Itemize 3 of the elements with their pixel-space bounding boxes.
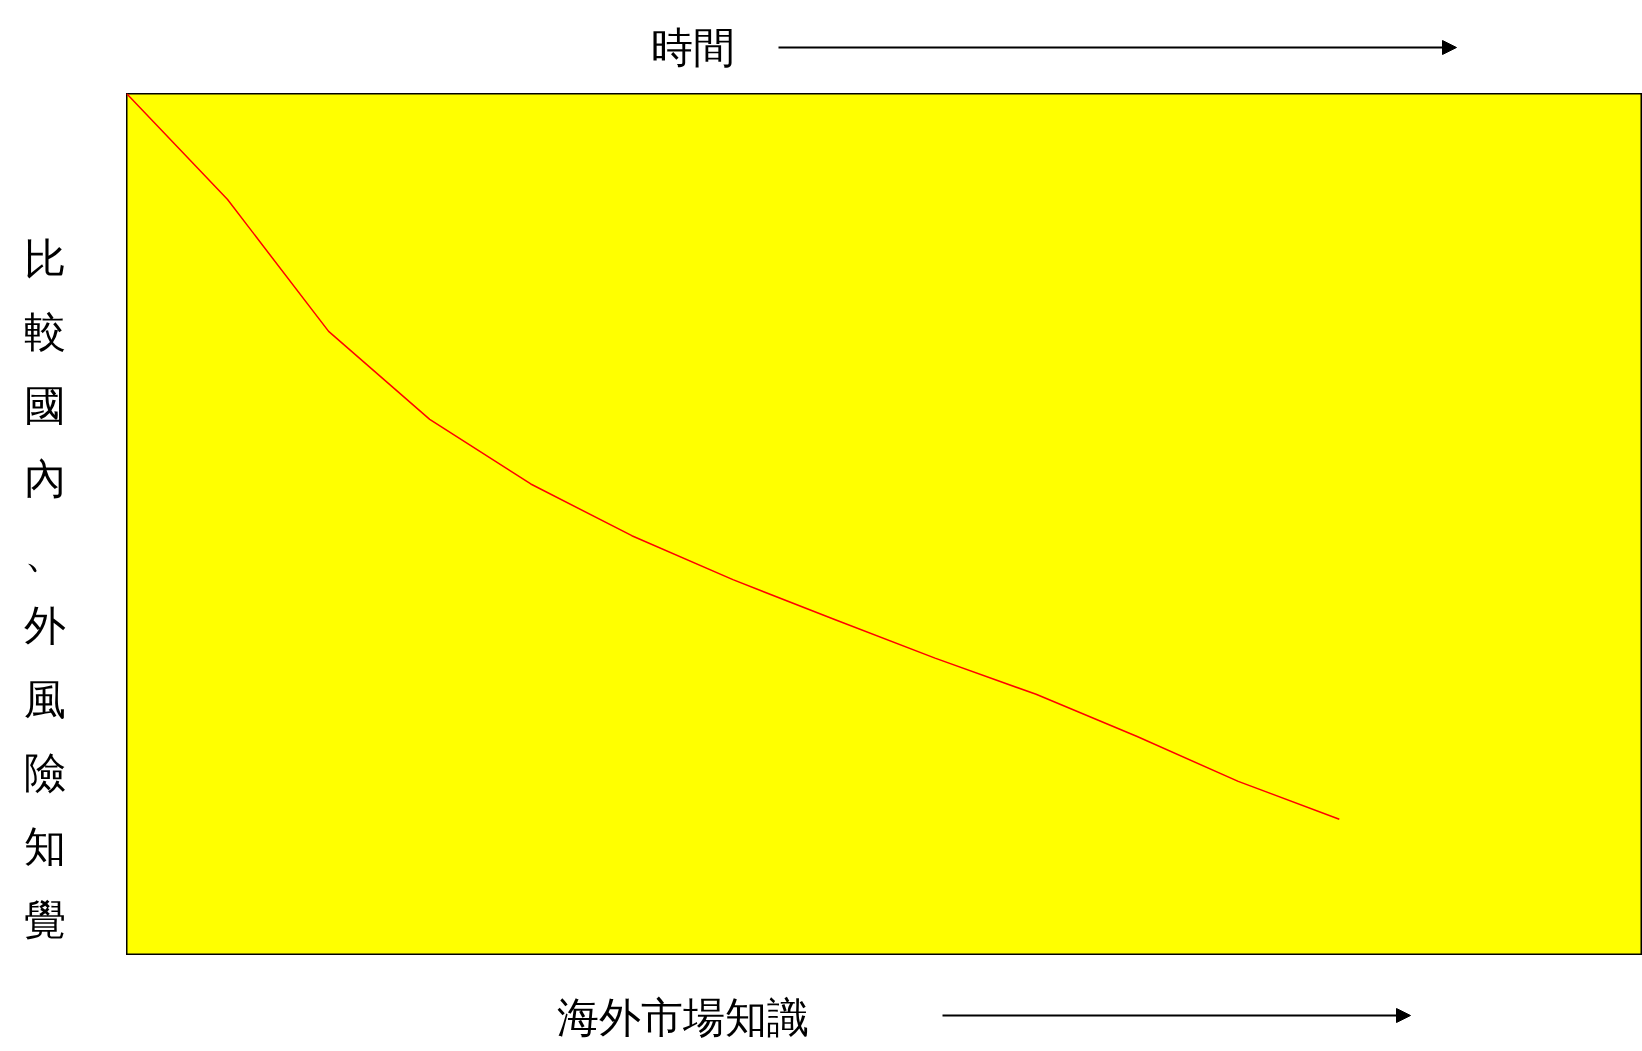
text: 比較國內、外風險知覺	[23, 233, 66, 944]
x-axis-title: 海外市場知識	[556, 993, 809, 1042]
chart-title: 時間	[650, 23, 735, 72]
